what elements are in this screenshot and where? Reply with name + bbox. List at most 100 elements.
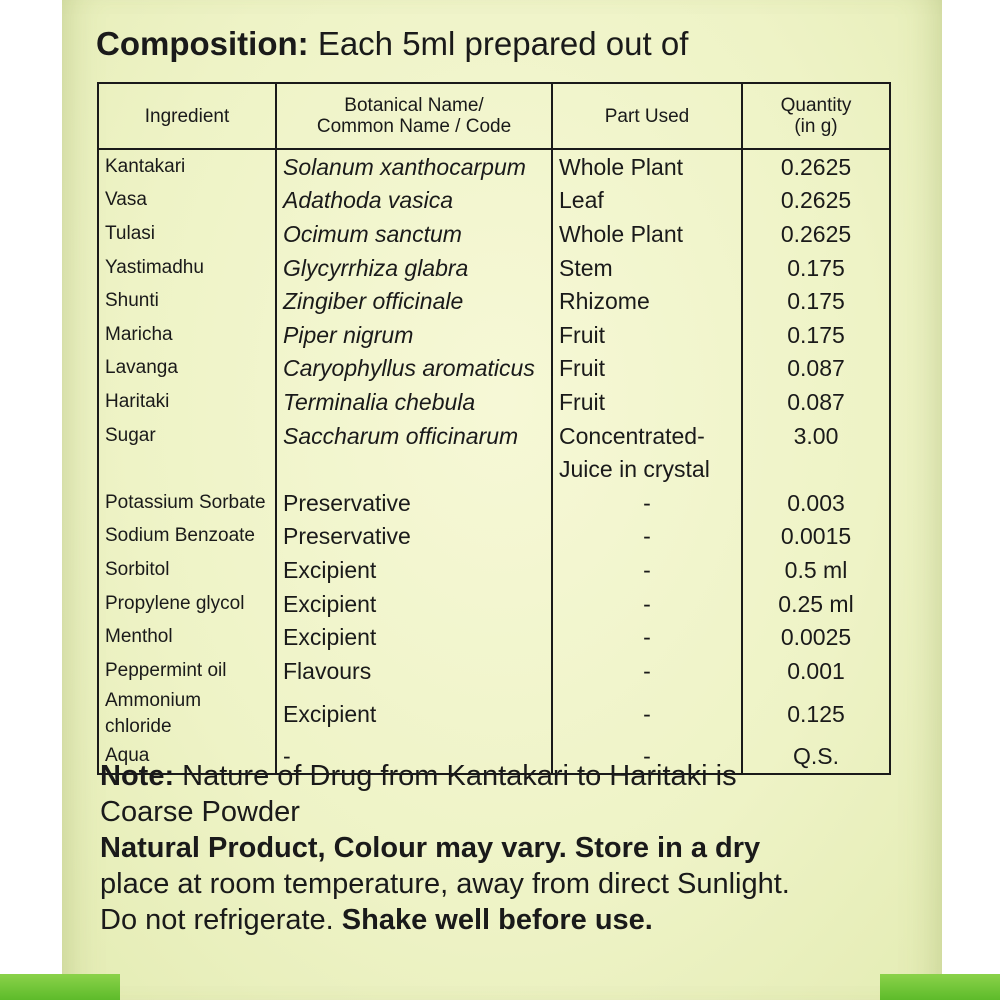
quantity-cell: 0.175 (741, 317, 891, 352)
quantity-cell: 0.2625 (741, 217, 891, 251)
composition-text: Each 5ml prepared out of (317, 25, 689, 62)
ingredient-cell: Peppermint oil (97, 653, 277, 688)
shake-warning: Shake well before use. (341, 904, 653, 936)
composition-label: Composition: (96, 25, 309, 62)
quantity-cell: 0.125 (741, 687, 891, 740)
botanical-cell: Flavours (275, 653, 553, 688)
table-row: Menthol Excipient - 0.0025 (97, 620, 891, 654)
quantity-cell: 0.0025 (741, 620, 891, 654)
ingredient-cell: Menthol (97, 620, 277, 654)
quantity-cell: 0.087 (741, 351, 891, 386)
quantity-cell: 0.0015 (741, 519, 891, 554)
quantity-cell: 0.25 ml (741, 586, 891, 621)
table-row: Ammonium chloride Excipient - 0.125 (97, 687, 891, 740)
part-cell: - (551, 687, 743, 740)
quantity-cell: 0.175 (741, 284, 891, 318)
header-botanical-line2: Common Name / Code (316, 116, 512, 137)
ingredient-cell: Lavanga (97, 351, 277, 386)
part-cell: - (551, 485, 743, 520)
table-row: Tulasi Ocimum sanctum Whole Plant 0.2625 (97, 217, 891, 251)
part-cell: Juice in crystal (551, 452, 743, 486)
botanical-cell: Excipient (275, 586, 553, 621)
quantity-cell: 0.5 ml (741, 553, 891, 587)
table-row: Aqua - - Q.S. (97, 739, 891, 775)
ingredient-cell: Vasa (97, 183, 277, 218)
header-quantity: Quantity (in g) (741, 83, 891, 150)
botanical-cell: Zingiber officinale (275, 284, 553, 318)
botanical-cell: Piper nigrum (275, 317, 553, 352)
quantity-cell: 0.2625 (741, 149, 891, 184)
quantity-cell: 0.087 (741, 385, 891, 419)
part-cell: Fruit (551, 317, 743, 352)
botanical-cell: Preservative (275, 485, 553, 520)
note-text-1: Nature of Drug from Kantakari to Haritak… (182, 760, 737, 792)
note-line1: Note: Nature of Drug from Kantakari to H… (100, 758, 920, 794)
quantity-cell: 3.00 (741, 418, 891, 453)
table-row: Vasa Adathoda vasica Leaf 0.2625 (97, 183, 891, 218)
table-row: Peppermint oil Flavours - 0.001 (97, 653, 891, 688)
ingredient-cell (97, 452, 277, 486)
ingredient-cell: Sodium Benzoate (97, 519, 277, 554)
botanical-cell: Saccharum officinarum (275, 418, 553, 453)
composition-table: Ingredient Botanical Name/ Common Name /… (97, 82, 891, 776)
table-row: Yastimadhu Glycyrrhiza glabra Stem 0.175 (97, 250, 891, 285)
quantity-cell: Q.S. (741, 739, 891, 775)
botanical-cell: Excipient (275, 553, 553, 587)
storage-line2: place at room temperature, away from dir… (100, 868, 790, 900)
botanical-cell: Glycyrrhiza glabra (275, 250, 553, 285)
quantity-cell: 0.001 (741, 653, 891, 688)
quantity-cell: 0.175 (741, 250, 891, 285)
table-row: Sorbitol Excipient - 0.5 ml (97, 553, 891, 587)
ingredient-cell: Ammonium chloride (97, 687, 277, 740)
table-row: Potassium Sorbate Preservative - 0.003 (97, 485, 891, 520)
part-cell: - (551, 519, 743, 554)
botanical-cell: Terminalia chebula (275, 385, 553, 419)
header-botanical: Botanical Name/ Common Name / Code (275, 83, 553, 150)
ingredient-cell: Potassium Sorbate (97, 485, 277, 520)
ingredient-cell: Sorbitol (97, 553, 277, 587)
header-ingredient: Ingredient (97, 83, 277, 150)
header-quantity-line1: Quantity (780, 95, 852, 116)
ingredient-cell: Kantakari (97, 149, 277, 184)
botanical-cell: - (275, 739, 553, 775)
quantity-cell (741, 452, 891, 486)
composition-heading: Composition: Each 5ml prepared out of (96, 22, 688, 66)
botanical-cell: Caryophyllus aromaticus (275, 351, 553, 386)
part-cell: - (551, 739, 743, 775)
part-cell: - (551, 553, 743, 587)
part-cell: Fruit (551, 351, 743, 386)
botanical-cell: Ocimum sanctum (275, 217, 553, 251)
botanical-cell: Excipient (275, 687, 553, 740)
header-part-used: Part Used (551, 83, 743, 150)
part-cell: Concentrated- (551, 418, 743, 453)
table-row: Haritaki Terminalia chebula Fruit 0.087 (97, 385, 891, 419)
part-cell: Rhizome (551, 284, 743, 318)
ingredient-cell: Yastimadhu (97, 250, 277, 285)
table-row: Propylene glycol Excipient - 0.25 ml (97, 586, 891, 621)
botanical-cell (275, 452, 553, 486)
storage-line1: Natural Product, Colour may vary. Store … (100, 832, 761, 864)
part-cell: Leaf (551, 183, 743, 218)
ingredient-cell: Maricha (97, 317, 277, 352)
green-band-left (0, 974, 120, 1000)
table-row: Sugar Saccharum officinarum Concentrated… (97, 418, 891, 453)
table-row: Shunti Zingiber officinale Rhizome 0.175 (97, 284, 891, 318)
ingredient-cell: Haritaki (97, 385, 277, 419)
green-band-right (880, 974, 1000, 1000)
note-line2: Coarse Powder (100, 796, 300, 828)
table-row: Kantakari Solanum xanthocarpum Whole Pla… (97, 149, 891, 184)
ingredient-cell: Tulasi (97, 217, 277, 251)
part-cell: Stem (551, 250, 743, 285)
table-row: Maricha Piper nigrum Fruit 0.175 (97, 317, 891, 352)
table-header-row: Ingredient Botanical Name/ Common Name /… (97, 83, 891, 150)
storage-text-3: Do not refrigerate. (100, 904, 334, 936)
quantity-cell: 0.003 (741, 485, 891, 520)
botanical-cell: Solanum xanthocarpum (275, 149, 553, 184)
part-cell: Fruit (551, 385, 743, 419)
table-row: Lavanga Caryophyllus aromaticus Fruit 0.… (97, 351, 891, 386)
botanical-cell: Adathoda vasica (275, 183, 553, 218)
storage-line3: Do not refrigerate. Shake well before us… (100, 902, 920, 938)
note-block: Note: Nature of Drug from Kantakari to H… (100, 758, 920, 938)
ingredient-cell: Shunti (97, 284, 277, 318)
quantity-cell: 0.2625 (741, 183, 891, 218)
